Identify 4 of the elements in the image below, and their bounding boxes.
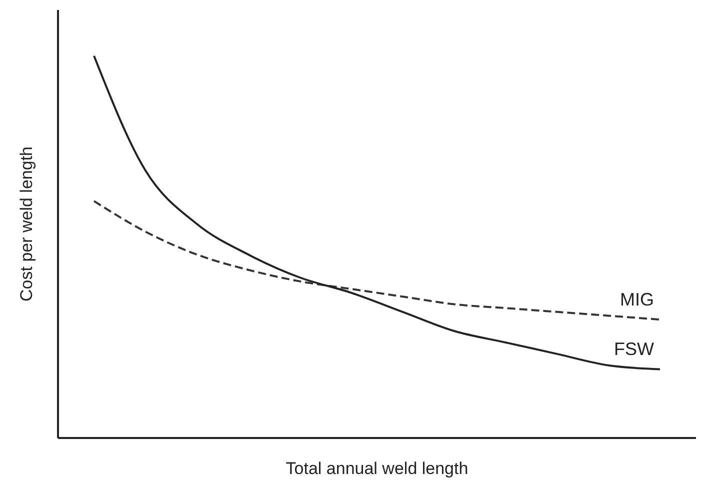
x-axis-title: Total annual weld length <box>286 459 468 478</box>
y-axis-title: Cost per weld length <box>17 146 36 302</box>
series-label: MIG <box>620 290 654 310</box>
series-label: FSW <box>614 339 654 360</box>
